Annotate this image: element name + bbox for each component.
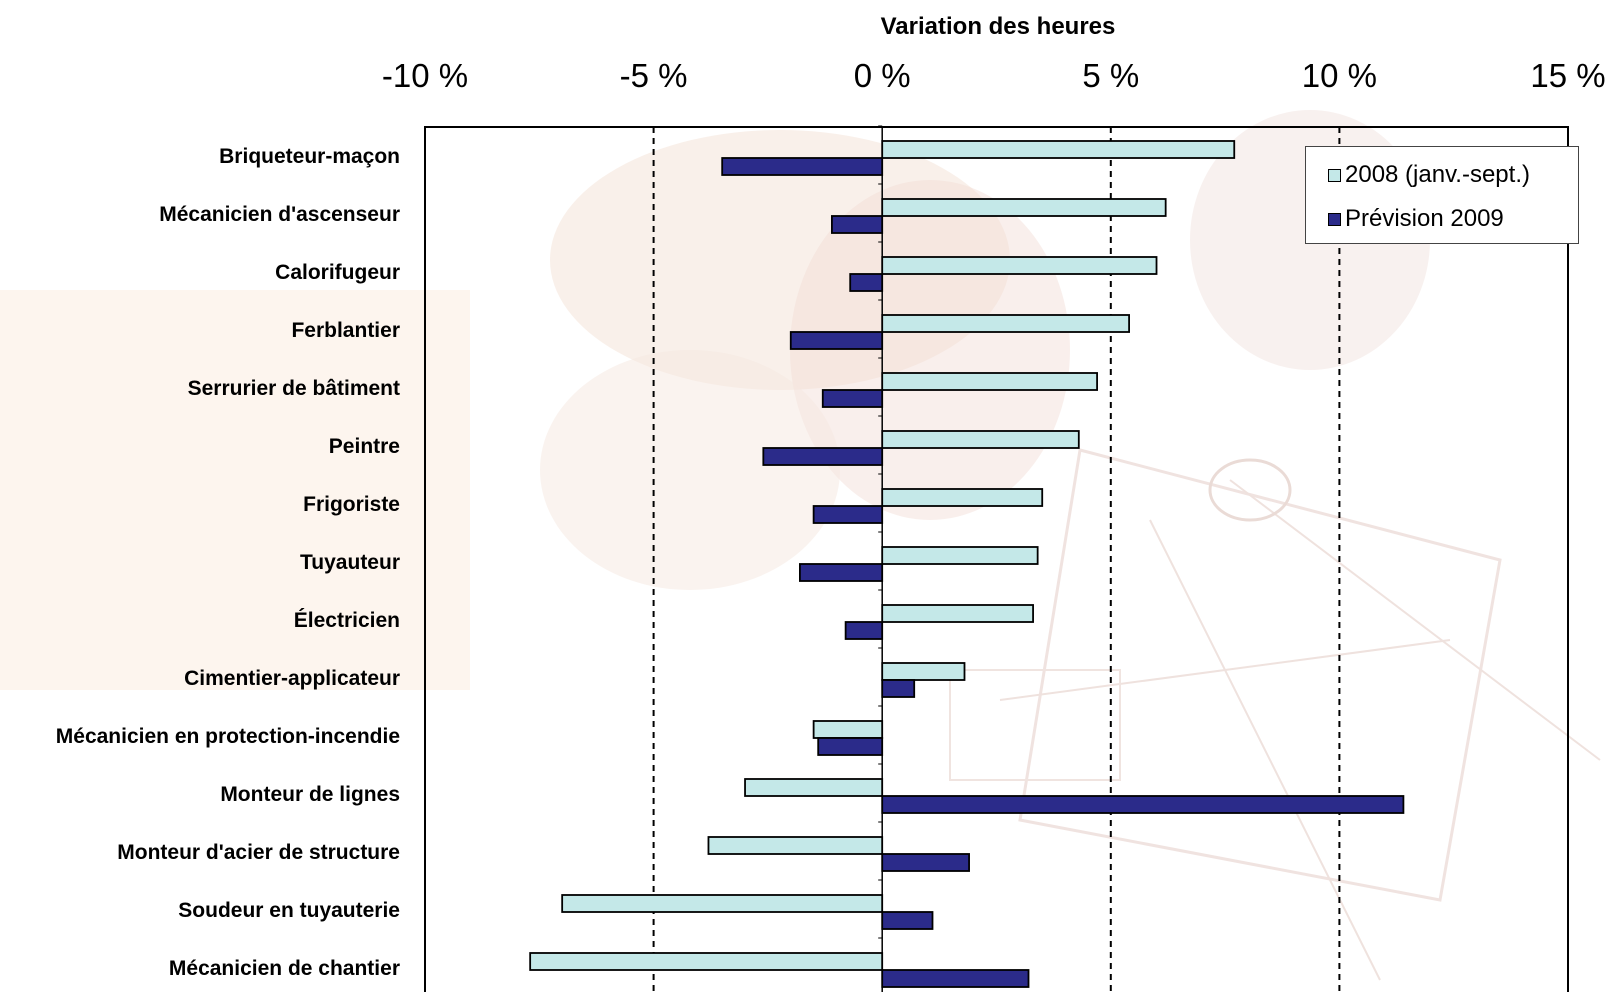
category-label: Mécanicien en protection-incendie bbox=[56, 725, 400, 748]
plot-frame bbox=[424, 126, 1569, 992]
bar-2009 bbox=[881, 853, 970, 872]
bar-2008 bbox=[881, 256, 1158, 275]
category-label: Tuyauteur bbox=[300, 551, 400, 574]
x-tick-label: 15 % bbox=[1530, 57, 1605, 94]
category-label: Soudeur en tuyauterie bbox=[178, 899, 400, 922]
bar-2009 bbox=[881, 911, 934, 930]
bar-2009 bbox=[721, 157, 884, 176]
category-label: Cimentier-applicateur bbox=[184, 667, 400, 690]
category-label: Serrurier de bâtiment bbox=[188, 377, 400, 400]
bar-2009 bbox=[762, 447, 884, 466]
bar-2008 bbox=[529, 952, 884, 971]
bar-2008 bbox=[881, 488, 1044, 507]
bar-2008 bbox=[881, 140, 1236, 159]
legend-item-2008: 2008 (janv.-sept.) bbox=[1328, 161, 1530, 189]
x-tick-label: 0 % bbox=[854, 57, 911, 94]
category-label: Monteur de lignes bbox=[220, 783, 400, 806]
legend-label-2009: Prévision 2009 bbox=[1345, 205, 1504, 232]
category-label: Frigoriste bbox=[303, 493, 400, 516]
bars bbox=[529, 140, 1405, 988]
bar-2008 bbox=[881, 604, 1034, 623]
category-label: Monteur d'acier de structure bbox=[117, 841, 400, 864]
category-label: Peintre bbox=[329, 435, 400, 458]
bar-2008 bbox=[881, 314, 1130, 333]
chart-title: Variation des heures bbox=[881, 13, 1116, 40]
x-tick-label: 5 % bbox=[1082, 57, 1139, 94]
bar-2009 bbox=[831, 215, 884, 234]
bar-2008 bbox=[707, 836, 884, 855]
category-label: Mécanicien d'ascenseur bbox=[159, 203, 400, 226]
bar-2009 bbox=[821, 389, 884, 408]
bar-2008 bbox=[881, 198, 1167, 217]
bar-2008 bbox=[744, 778, 884, 797]
category-label: Électricien bbox=[294, 609, 400, 632]
bar-2009 bbox=[789, 331, 884, 350]
bar-2008 bbox=[812, 720, 884, 739]
tick-labels: -10 % -5 % 0 % 5 % 10 % 15 % bbox=[382, 57, 1606, 94]
bar-2008 bbox=[561, 894, 884, 913]
legend-item-2009: Prévision 2009 bbox=[1328, 205, 1504, 233]
bar-2009 bbox=[881, 795, 1405, 814]
bar-2009 bbox=[881, 969, 1030, 988]
bar-2009 bbox=[812, 505, 884, 524]
category-label: Calorifugeur bbox=[275, 261, 400, 284]
bar-2008 bbox=[881, 662, 966, 681]
bar-2009 bbox=[849, 273, 884, 292]
category-label: Mécanicien de chantier bbox=[169, 957, 400, 980]
x-tick-label: 10 % bbox=[1302, 57, 1377, 94]
bar-2008 bbox=[881, 546, 1039, 565]
legend-swatch-2009 bbox=[1328, 212, 1341, 226]
bar-2009 bbox=[817, 737, 884, 756]
bar-2009 bbox=[844, 621, 884, 640]
bar-2008 bbox=[881, 372, 1098, 391]
bar-2009 bbox=[881, 679, 916, 698]
bar-2008 bbox=[881, 430, 1080, 449]
x-tick-label: -10 % bbox=[382, 57, 468, 94]
category-labels: Briqueteur-maçon Mécanicien d'ascenseur Ca… bbox=[56, 145, 400, 980]
legend-label-2008: 2008 (janv.-sept.) bbox=[1345, 161, 1530, 188]
x-tick-label: -5 % bbox=[620, 57, 688, 94]
legend: 2008 (janv.-sept.) Prévision 2009 bbox=[1305, 146, 1579, 244]
plot-frame-layer bbox=[424, 125, 1569, 992]
legend-swatch-2008 bbox=[1328, 168, 1341, 182]
category-label: Ferblantier bbox=[291, 319, 400, 342]
bar-2009 bbox=[799, 563, 884, 582]
category-label: Briqueteur-maçon bbox=[219, 145, 400, 168]
